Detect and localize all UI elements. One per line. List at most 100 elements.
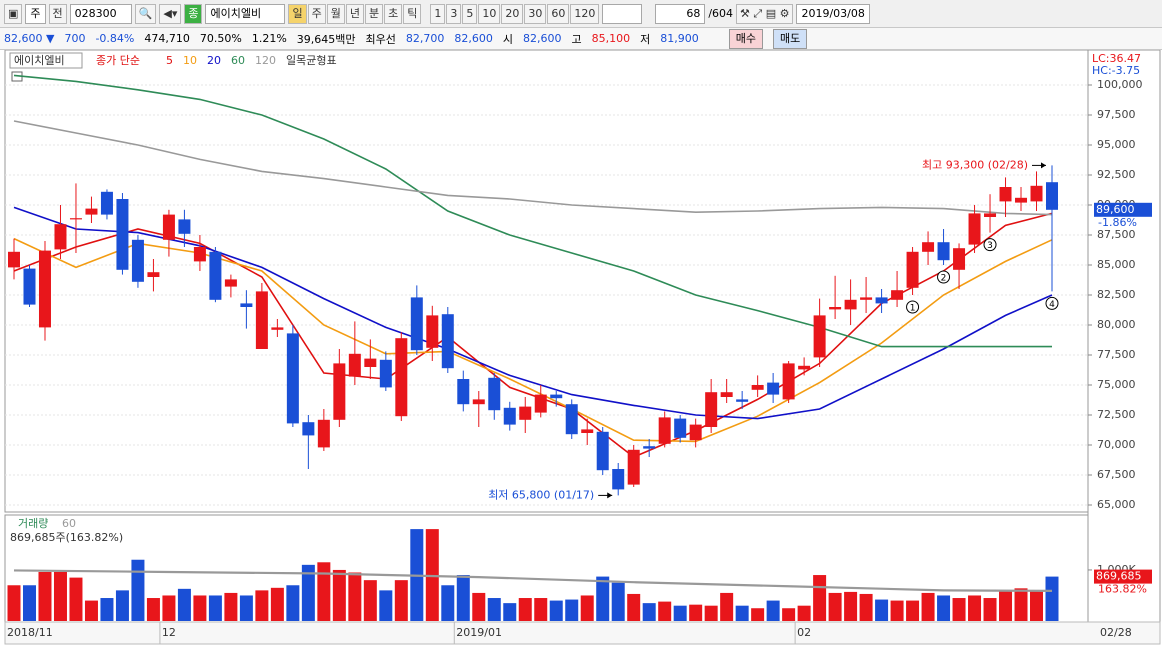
volume-bar bbox=[146, 598, 160, 621]
candle-body bbox=[844, 299, 857, 310]
candle-body bbox=[736, 399, 749, 402]
candle-body bbox=[720, 392, 733, 397]
candle-body bbox=[767, 382, 780, 395]
sound[interactable]: ◀▾ bbox=[159, 3, 182, 24]
y-tick-label: 75,000 bbox=[1097, 378, 1136, 391]
candle-body bbox=[410, 297, 423, 351]
volume-bar bbox=[875, 599, 889, 621]
period-button[interactable]: 분 bbox=[364, 3, 384, 24]
volume-bar bbox=[735, 605, 749, 621]
volume-bar bbox=[115, 590, 129, 621]
candle-body bbox=[689, 424, 702, 441]
candle-body bbox=[69, 218, 82, 220]
candle-body bbox=[395, 338, 408, 417]
current-change: -1.86% bbox=[1098, 216, 1137, 229]
marker-circle bbox=[983, 238, 997, 252]
volume-bar bbox=[952, 598, 966, 621]
candle-body bbox=[674, 418, 687, 438]
tools[interactable]: ⚒ ⤢ ▤ ⚙ bbox=[736, 3, 794, 24]
candle-body bbox=[565, 404, 578, 435]
interval-button[interactable]: 1 bbox=[430, 3, 446, 24]
period-button[interactable]: 틱 bbox=[403, 3, 422, 24]
candle-body bbox=[23, 268, 36, 305]
period-button[interactable]: 주 bbox=[307, 3, 326, 24]
candle-body bbox=[255, 291, 268, 349]
date[interactable]: 2019/03/08 bbox=[796, 3, 870, 24]
current-volume: 869,685 bbox=[1096, 570, 1142, 583]
candle-body bbox=[364, 358, 377, 367]
badge: 종 bbox=[184, 3, 203, 24]
arrow-head bbox=[1041, 162, 1046, 169]
period-button[interactable]: 일 bbox=[288, 3, 307, 24]
volume-bar bbox=[580, 595, 594, 621]
candle-body bbox=[317, 419, 330, 448]
buy-button[interactable]: 매수 bbox=[728, 28, 764, 49]
quote-field: 39,645백만 bbox=[296, 32, 356, 46]
annotation-text: 최저 65,800 (01/17) bbox=[488, 488, 594, 501]
volume-bar bbox=[658, 601, 672, 621]
interval-button[interactable]: 5 bbox=[462, 3, 478, 24]
legend-label: 일목균형표 bbox=[286, 53, 337, 67]
market[interactable]: 전 bbox=[48, 3, 67, 24]
volume-bar bbox=[456, 575, 470, 621]
interval-button[interactable]: 10 bbox=[478, 3, 501, 24]
volume-bar bbox=[906, 600, 920, 621]
volume-bar bbox=[69, 577, 83, 621]
interval-button[interactable]: 60 bbox=[547, 3, 570, 24]
menu-icon[interactable]: ▣ bbox=[4, 3, 23, 24]
volume-bar bbox=[22, 585, 36, 621]
volume-title: 거래량 bbox=[18, 517, 48, 530]
period-button[interactable]: 초 bbox=[384, 3, 403, 24]
volume-bar bbox=[1030, 590, 1044, 621]
interval-button[interactable]: 20 bbox=[501, 3, 524, 24]
blank-select[interactable] bbox=[602, 3, 643, 24]
legend-label: 종가 단순 bbox=[96, 54, 140, 67]
candle-body bbox=[488, 377, 501, 411]
x-tick-label: 2018/11 bbox=[7, 626, 53, 639]
candle-body bbox=[519, 406, 532, 420]
period-button[interactable]: 년 bbox=[345, 3, 364, 24]
interval-button[interactable]: 30 bbox=[524, 3, 547, 24]
interval-button[interactable]: 3 bbox=[446, 3, 462, 24]
volume-bar bbox=[611, 582, 625, 621]
code-input[interactable]: 028300 bbox=[69, 3, 132, 24]
candle-body bbox=[643, 446, 656, 449]
volume-bar bbox=[301, 564, 315, 621]
candle-body bbox=[116, 199, 129, 270]
candle-body bbox=[627, 449, 640, 485]
candle-body bbox=[612, 469, 625, 490]
volume-bar bbox=[162, 595, 176, 621]
annotation-text: 최고 93,300 (02/28) bbox=[922, 158, 1028, 171]
y-tick-label: 70,000 bbox=[1097, 438, 1136, 451]
volume-bar bbox=[534, 598, 548, 621]
volume-bar bbox=[844, 591, 858, 621]
period-type[interactable]: 주 bbox=[25, 3, 46, 24]
count[interactable]: 68 bbox=[655, 3, 706, 24]
quote-field: 85,100 bbox=[591, 32, 631, 45]
volume-bar bbox=[813, 575, 827, 621]
interval-button[interactable]: 120 bbox=[570, 3, 600, 24]
marker-label: 1 bbox=[910, 304, 916, 314]
current-price-box bbox=[1094, 202, 1152, 217]
x-tick-label: 2019/01 bbox=[456, 626, 502, 639]
volume-bar bbox=[379, 590, 393, 621]
current-volume-box bbox=[1094, 569, 1152, 584]
volume-bar bbox=[859, 593, 873, 621]
sell-button[interactable]: 매도 bbox=[773, 28, 808, 49]
candle-body bbox=[1015, 197, 1028, 203]
volume-bar bbox=[1045, 576, 1059, 621]
y-tick-label: 92,500 bbox=[1097, 168, 1136, 181]
volume-bar bbox=[518, 598, 532, 621]
period-button[interactable]: 월 bbox=[326, 3, 345, 24]
y-tick-label: 95,000 bbox=[1097, 138, 1136, 151]
volume-bar bbox=[704, 605, 718, 621]
volume-bar bbox=[193, 595, 207, 621]
side-label: HC:-3.75 bbox=[1092, 64, 1140, 77]
marker-circle bbox=[937, 270, 951, 284]
legend-item: 60 bbox=[231, 54, 245, 67]
quote-field: 82,600 ▼ bbox=[4, 32, 55, 45]
candle-body bbox=[829, 307, 842, 310]
current-price: 89,600 bbox=[1096, 203, 1135, 216]
search[interactable]: 🔍 bbox=[134, 3, 157, 24]
